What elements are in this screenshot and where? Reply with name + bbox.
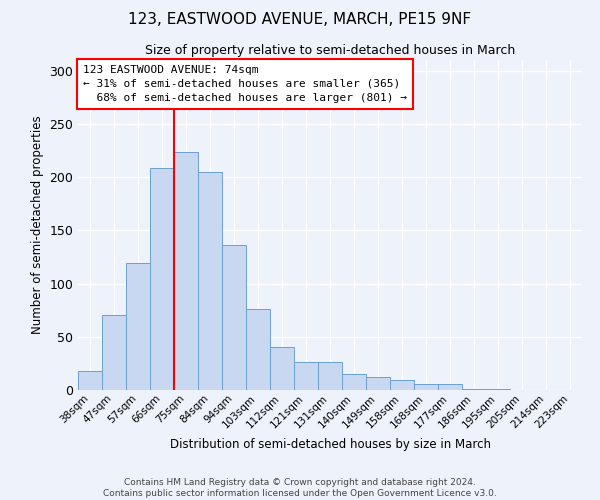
Bar [222,245,246,390]
Bar [78,371,102,390]
Bar [366,377,390,390]
Text: 123, EASTWOOD AVENUE, MARCH, PE15 9NF: 123, EASTWOOD AVENUE, MARCH, PE15 9NF [128,12,472,28]
X-axis label: Distribution of semi-detached houses by size in March: Distribution of semi-detached houses by … [170,438,491,451]
Bar [342,374,366,390]
Text: 123 EASTWOOD AVENUE: 74sqm
← 31% of semi-detached houses are smaller (365)
  68%: 123 EASTWOOD AVENUE: 74sqm ← 31% of semi… [83,65,407,103]
Bar [318,362,342,390]
Text: Contains HM Land Registry data © Crown copyright and database right 2024.
Contai: Contains HM Land Registry data © Crown c… [103,478,497,498]
Bar [150,168,174,390]
Bar [414,384,438,390]
Bar [270,348,294,390]
Bar [390,380,414,390]
Bar [174,152,198,390]
Bar [126,264,150,390]
Bar [294,362,318,390]
Bar [102,316,126,390]
Title: Size of property relative to semi-detached houses in March: Size of property relative to semi-detach… [145,44,515,58]
Bar [198,172,222,390]
Bar [462,389,486,390]
Y-axis label: Number of semi-detached properties: Number of semi-detached properties [31,116,44,334]
Bar [438,384,462,390]
Bar [246,309,270,390]
Bar [486,389,510,390]
